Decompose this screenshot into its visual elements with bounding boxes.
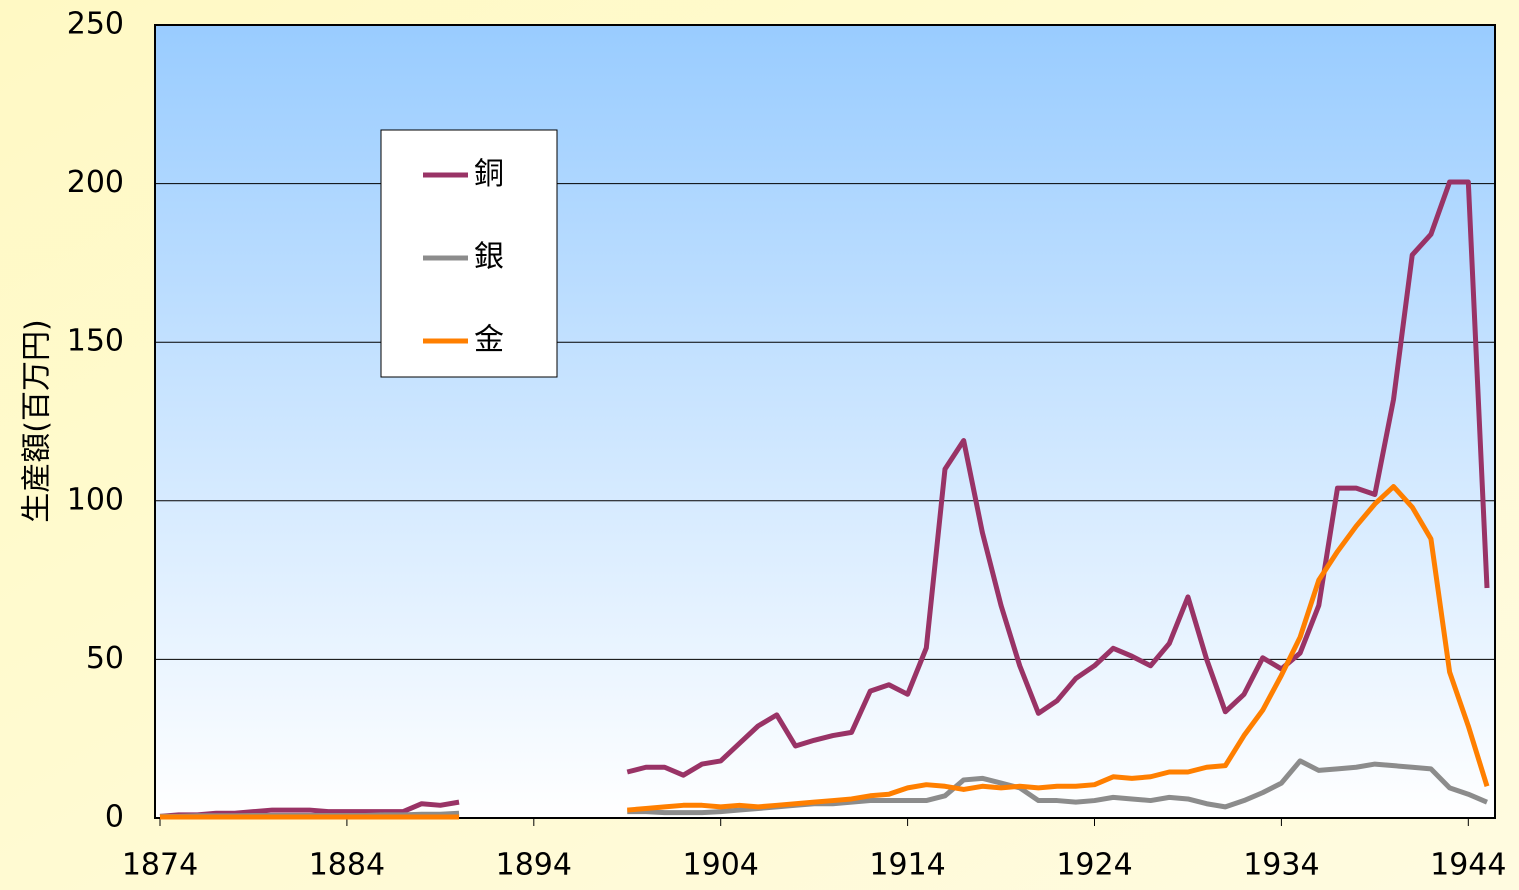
y-tick-label: 200 [67, 165, 124, 200]
x-tick-label: 1894 [496, 848, 572, 883]
plot-area [154, 24, 1496, 819]
legend [380, 129, 558, 378]
y-tick-label: 250 [67, 7, 124, 42]
x-tick-label: 1944 [1430, 848, 1506, 883]
x-tick-label: 1874 [122, 848, 198, 883]
y-tick-label: 50 [86, 641, 124, 676]
legend-items: 銅銀金 [423, 157, 504, 358]
y-tick-label: 0 [105, 800, 124, 835]
y-axis-label: 生産額(百万円) [20, 319, 55, 522]
series-line [160, 484, 1490, 820]
x-tick-label: 1914 [869, 848, 945, 883]
y-tick-label: 150 [67, 324, 124, 359]
legend-label: 銅 [474, 157, 504, 192]
legend-label: 金 [474, 323, 504, 358]
x-tick-label: 1934 [1243, 848, 1319, 883]
x-tick-label: 1904 [683, 848, 759, 883]
y-tick-label: 100 [67, 482, 124, 517]
x-tick-label: 1924 [1056, 848, 1132, 883]
lines [159, 179, 1490, 820]
x-tick-label: 1884 [309, 848, 385, 883]
legend-label: 銀 [474, 240, 504, 275]
